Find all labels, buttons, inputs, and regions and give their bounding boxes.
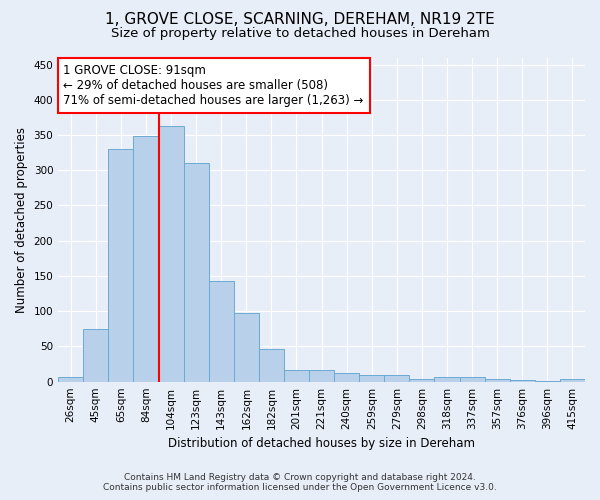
Bar <box>209 281 234 382</box>
Bar <box>83 329 109 382</box>
Bar <box>385 376 409 382</box>
Bar <box>334 372 359 382</box>
Text: Contains HM Land Registry data © Crown copyright and database right 2024.
Contai: Contains HM Land Registry data © Crown c… <box>103 473 497 492</box>
Text: 1 GROVE CLOSE: 91sqm
← 29% of detached houses are smaller (508)
71% of semi-deta: 1 GROVE CLOSE: 91sqm ← 29% of detached h… <box>64 64 364 107</box>
Y-axis label: Number of detached properties: Number of detached properties <box>15 126 28 312</box>
Bar <box>109 149 133 382</box>
Bar <box>309 370 334 382</box>
Bar <box>133 136 158 382</box>
X-axis label: Distribution of detached houses by size in Dereham: Distribution of detached houses by size … <box>168 437 475 450</box>
Bar <box>460 378 485 382</box>
Bar <box>409 379 434 382</box>
Bar <box>359 374 385 382</box>
Bar <box>58 376 83 382</box>
Bar <box>184 163 209 382</box>
Bar <box>434 376 460 382</box>
Bar <box>535 381 560 382</box>
Bar <box>510 380 535 382</box>
Text: 1, GROVE CLOSE, SCARNING, DEREHAM, NR19 2TE: 1, GROVE CLOSE, SCARNING, DEREHAM, NR19 … <box>105 12 495 28</box>
Bar <box>234 312 259 382</box>
Text: Size of property relative to detached houses in Dereham: Size of property relative to detached ho… <box>110 28 490 40</box>
Bar <box>158 126 184 382</box>
Bar <box>284 370 309 382</box>
Bar <box>485 379 510 382</box>
Bar <box>259 350 284 382</box>
Bar <box>560 379 585 382</box>
